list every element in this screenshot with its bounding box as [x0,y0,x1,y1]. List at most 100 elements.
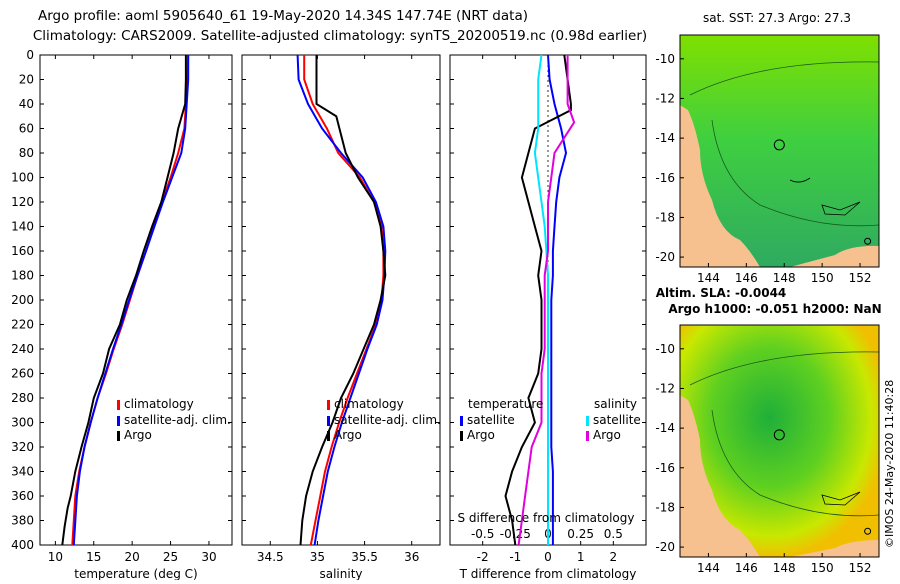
sla-map: Altim. SLA: -0.0044 Argo h1000: -0.051 h… [655,286,881,575]
x-tick-label: 15 [86,550,101,564]
depth-tick-label: 40 [19,97,34,111]
s-tick-label: 0.5 [604,527,623,541]
difference-legend: temperature satellite Argo salinity sate… [458,397,641,525]
bathymetry-contour [689,351,879,386]
depth-tick-label: 240 [11,342,34,356]
legend-label-t-satellite: satellite [467,413,515,427]
bathymetry-contour [711,119,879,227]
legend-swatch-climatology [327,400,330,410]
s-difference-title: S difference from climatology [458,511,635,525]
x-axis-label: T difference from climatology [459,567,637,580]
depth-tick-label: 380 [11,514,34,528]
depth-tick-label: 160 [11,244,34,258]
sst-map: sat. SST: 27.3 Argo: 27.3 144 146 148 150 15… [655,11,880,285]
legend-title-salinity: salinity [594,397,637,411]
imos-credit: ©IMOS 24-May-2020 11:40:28 [883,380,896,548]
depth-tick-label: 140 [11,220,34,234]
x-axis-label: salinity [319,567,362,580]
map-y-tick-label: -16 [655,171,675,185]
depth-tick-label: 0 [26,48,34,62]
legend-label-argo: Argo [124,428,152,442]
depth-tick-label: 20 [19,73,34,87]
bathymetry-contour [689,61,879,96]
depth-tick-label: 400 [11,538,34,552]
station-marker [864,237,872,245]
legend-label-satellite: satellite-adj. clim. [124,413,231,427]
x-axis-label: temperature (deg C) [74,567,197,580]
series-line-climatology [71,54,190,546]
series-line-satellite-adj-clim- [72,55,190,546]
x-tick-label: 10 [48,550,63,564]
x-tick-label: -1 [509,550,521,564]
x-tick-label: 20 [125,550,140,564]
depth-tick-label: 100 [11,171,34,185]
map-x-tick-label: 146 [735,271,758,285]
legend-label-argo: Argo [334,428,362,442]
legend-label-t-argo: Argo [467,428,495,442]
reef-outline [821,201,861,216]
legend-swatch-s-satellite [586,416,589,426]
depth-tick-label: 340 [11,465,34,479]
legend-swatch-t-satellite [460,416,463,426]
header-line-1: Argo profile: aoml 5905640_61 19-May-202… [38,8,528,24]
series-line-argo [299,55,387,546]
legend-swatch-satellite [327,416,330,426]
sla-map-area [680,325,879,557]
bathymetry-contour [711,409,879,517]
x-tick-label: 35 [310,550,325,564]
series-line-t-satellite [547,54,568,545]
x-tick-label: 34.5 [257,550,284,564]
sst-map-axes: 144 146 148 150 152 -10 -12 -14 -16 -18 -20 [655,52,871,285]
depth-tick-label: 360 [11,489,34,503]
legend-title-temperature: temperature [468,397,543,411]
depth-tick-label: 300 [11,416,34,430]
map-y-tick-label: -18 [655,210,675,224]
legend-label-satellite: satellite-adj. clim. [334,413,441,427]
legend-swatch-satellite [117,416,120,426]
series-line-s-satellite [533,54,549,545]
map-y-tick-label: -16 [655,461,675,475]
map-x-tick-label: 152 [849,561,872,575]
map-y-tick-label: -14 [655,421,675,435]
map-y-tick-label: -14 [655,131,675,145]
x-tick-label: 36 [404,550,419,564]
salinity-legend: climatology satellite-adj. clim. Argo [327,397,441,442]
map-x-tick-label: 148 [773,271,796,285]
legend-swatch-t-argo [460,431,463,441]
depth-tick-label: 200 [11,293,34,307]
map-y-tick-label: -18 [655,500,675,514]
legend-label-s-satellite: satellite [593,413,641,427]
legend-swatch-s-argo [586,431,589,441]
map-x-tick-label: 150 [811,271,834,285]
sla-map-frame [679,324,880,558]
legend-swatch-argo [117,431,120,441]
station-marker [864,527,872,535]
x-tick-label: 25 [163,550,178,564]
series-line-t-argo [504,54,572,546]
sea-surface-temperature-field [680,35,879,267]
s-tick-label: -0.5 [471,527,494,541]
depth-tick-label: 80 [19,146,34,160]
map-x-tick-label: 144 [697,271,720,285]
map-y-tick-label: -20 [655,250,675,264]
plot-frame [39,54,233,546]
map-x-tick-label: 146 [735,561,758,575]
map-y-tick-label: -10 [655,342,675,356]
sea-level-anomaly-field [680,325,879,557]
sla-map-title: Altim. SLA: -0.0044 [656,286,787,300]
x-tick-label: 1 [577,550,585,564]
x-tick-label: 0 [544,550,552,564]
s-tick-label: 0.25 [567,527,594,541]
map-y-tick-label: -12 [655,91,675,105]
series-line-climatology [303,55,385,546]
map-x-tick-label: 148 [773,561,796,575]
argo-position-marker [773,429,785,441]
x-tick-label: 30 [201,550,216,564]
temperature-panel: 0 20 40 60 80 100 120 140 160 180 200 220 240 260 280 3… [11,48,233,581]
plot-frame [241,54,441,546]
series-line-argo [61,55,187,546]
map-x-tick-label: 144 [697,561,720,575]
depth-tick-label: 320 [11,440,34,454]
